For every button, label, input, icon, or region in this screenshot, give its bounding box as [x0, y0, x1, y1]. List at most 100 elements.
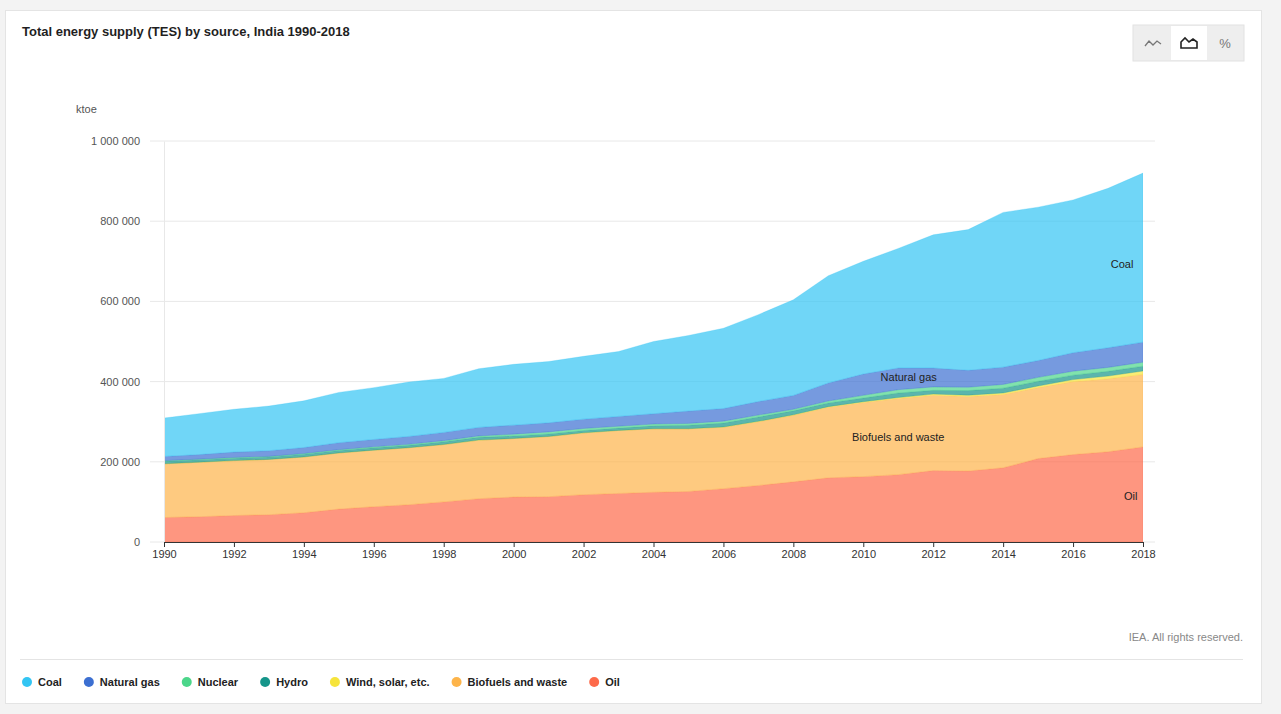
legend-label: Natural gas: [100, 676, 160, 688]
y-tick-label: 200 000: [100, 456, 140, 468]
x-tick-label: 2010: [852, 548, 876, 560]
y-tick-label: 1 000 000: [91, 135, 140, 147]
y-axis: 0 200 000 400 000 600 000 800 000 1 000 000: [91, 135, 164, 548]
y-axis-line: [164, 142, 165, 543]
percent-button[interactable]: %: [1219, 36, 1231, 51]
toolbar: %: [1133, 25, 1244, 61]
x-tick-mark: [234, 542, 235, 547]
legend-label: Hydro: [276, 676, 308, 688]
x-tick-label: 1998: [432, 548, 456, 560]
legend: Coal Natural gas Nuclear Hydro Wind, solar, …: [22, 676, 620, 688]
x-tick-label: 2004: [642, 548, 666, 560]
x-tick-label: 1996: [362, 548, 386, 560]
x-tick: 2008: [782, 542, 806, 560]
legend-item[interactable]: Hydro: [260, 676, 308, 688]
annotation: Coal: [1111, 258, 1134, 270]
y-tick: 800 000: [100, 215, 164, 227]
y-tick-label: 800 000: [100, 215, 140, 227]
x-tick-label: 1990: [152, 548, 176, 560]
legend-label: Wind, solar, etc.: [346, 676, 430, 688]
x-tick-mark: [1073, 542, 1074, 547]
y-tick: 0: [134, 536, 164, 548]
x-tick-label: 2002: [572, 548, 596, 560]
line-icon[interactable]: [1145, 41, 1161, 46]
x-tick-label: 2012: [921, 548, 945, 560]
legend-item[interactable]: Biofuels and waste: [452, 676, 568, 688]
y-axis-title: ktoe: [76, 103, 97, 115]
x-tick-mark: [514, 542, 515, 547]
legend-swatch: [84, 677, 94, 687]
chart-root: Total energy supply (TES) by source, Ind…: [0, 0, 1281, 714]
grid: [150, 141, 1155, 542]
legend-swatch: [589, 677, 599, 687]
title: Total energy supply (TES) by source, Ind…: [22, 24, 350, 39]
legend-swatch: [330, 677, 340, 687]
x-tick-mark: [654, 542, 655, 547]
x-tick: 1992: [222, 542, 246, 560]
x-tick: 2010: [852, 542, 876, 560]
legend-label: Oil: [605, 676, 620, 688]
legend-item[interactable]: Wind, solar, etc.: [330, 676, 430, 688]
x-tick: 1998: [432, 542, 456, 560]
toolbar-selected[interactable]: [1171, 26, 1207, 60]
legend-label: Coal: [38, 676, 62, 688]
x-tick-label: 1992: [222, 548, 246, 560]
x-tick: 1990: [152, 542, 176, 560]
x-tick: 2018: [1131, 542, 1155, 560]
y-tick-label: 600 000: [100, 295, 140, 307]
legend-swatch: [452, 677, 462, 687]
x-tick: 1996: [362, 542, 386, 560]
y-tick-label: 0: [134, 536, 140, 548]
y-tick: 600 000: [100, 295, 164, 307]
x-tick-label: 2014: [991, 548, 1015, 560]
toolbar-bg: [1133, 25, 1244, 61]
y-tick: 1 000 000: [91, 135, 164, 147]
x-tick: 1994: [292, 542, 316, 560]
separator: [20, 659, 1243, 660]
legend-label: Nuclear: [198, 676, 239, 688]
annotation: Oil: [1124, 490, 1137, 502]
x-tick-label: 1994: [292, 548, 316, 560]
legend-item[interactable]: Natural gas: [84, 676, 160, 688]
x-tick: 2000: [502, 542, 526, 560]
y-tick-label: 400 000: [100, 376, 140, 388]
x-tick-mark: [304, 542, 305, 547]
area-icon[interactable]: [1181, 38, 1197, 48]
legend-item[interactable]: Oil: [589, 676, 620, 688]
x-tick-label: 2008: [782, 548, 806, 560]
x-tick-mark: [444, 542, 445, 547]
x-tick: 2002: [572, 542, 596, 560]
y-tick: 200 000: [100, 456, 164, 468]
x-tick: 2006: [712, 542, 736, 560]
x-tick-label: 2000: [502, 548, 526, 560]
annotation: Biofuels and waste: [852, 431, 944, 443]
legend-swatch: [260, 677, 270, 687]
y-tick: 400 000: [100, 376, 164, 388]
legend-item[interactable]: Nuclear: [182, 676, 239, 688]
x-tick: 2016: [1061, 542, 1085, 560]
annotations: Coal Natural gas Biofuels and waste Oil: [852, 258, 1137, 502]
x-tick-mark: [584, 542, 585, 547]
x-tick-mark: [863, 542, 864, 547]
x-tick-mark: [1003, 542, 1004, 547]
x-tick-mark: [374, 542, 375, 547]
annotation: Natural gas: [881, 371, 938, 383]
legend-item[interactable]: Coal: [22, 676, 62, 688]
x-tick-mark: [723, 542, 724, 547]
plot-area: [164, 173, 1143, 542]
x-tick: 2014: [991, 542, 1015, 560]
grid-line: [150, 141, 1155, 142]
x-tick-label: 2006: [712, 548, 736, 560]
x-tick: 2012: [921, 542, 945, 560]
x-tick-mark: [933, 542, 934, 547]
x-tick-label: 2018: [1131, 548, 1155, 560]
x-tick-mark: [793, 542, 794, 547]
x-tick-label: 2016: [1061, 548, 1085, 560]
card: [6, 11, 1262, 704]
x-axis: 1990 1992 1994 1996 1998 2000 2002 2004 2006 2008…: [152, 542, 1155, 560]
source: IEA. All rights reserved.: [1129, 631, 1243, 643]
legend-label: Biofuels and waste: [468, 676, 568, 688]
legend-swatch: [182, 677, 192, 687]
legend-swatch: [22, 677, 32, 687]
x-tick-mark: [1143, 542, 1144, 547]
